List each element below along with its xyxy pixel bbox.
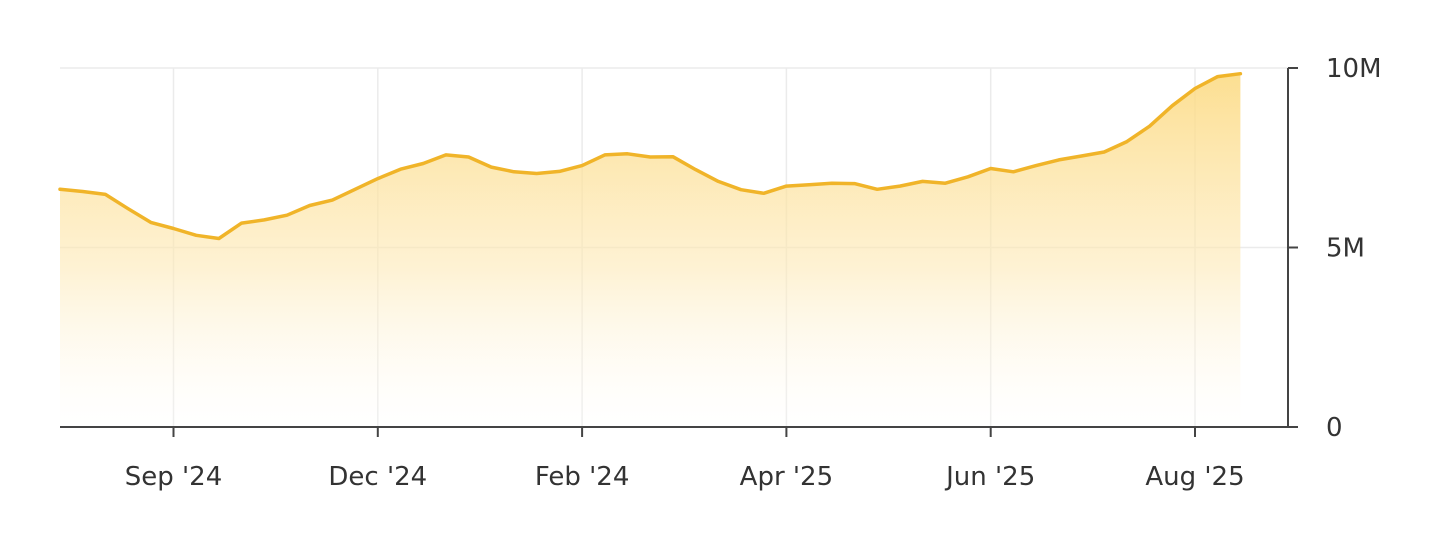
data-point (808, 183, 811, 186)
data-point (1057, 158, 1060, 161)
data-point (967, 175, 970, 178)
x-tick-label: Jun '25 (944, 462, 1035, 492)
data-point (1035, 164, 1038, 167)
x-tick-label: Apr '25 (740, 462, 833, 492)
data-point (535, 172, 538, 175)
data-point (649, 156, 652, 159)
data-point (740, 188, 743, 191)
x-axis-ticks: Sep '24 Dec '24 Feb '24 Apr '25 Jun '25 Aug '… (125, 427, 1245, 492)
data-point (1125, 140, 1128, 143)
data-point (354, 188, 357, 191)
data-point (513, 170, 516, 173)
data-point (944, 182, 947, 185)
data-point (422, 162, 425, 165)
data-point (989, 167, 992, 170)
data-point (376, 177, 379, 180)
data-point (1216, 75, 1219, 78)
series-line (58, 71, 1243, 241)
x-tick-label: Dec '24 (328, 462, 427, 492)
y-tick-label: 10M (1326, 54, 1382, 84)
data-point (1148, 125, 1151, 128)
data-point (581, 164, 584, 167)
data-point (149, 221, 152, 224)
data-point (1239, 72, 1242, 75)
y-tick-label: 0 (1326, 413, 1343, 443)
data-point (558, 170, 561, 173)
data-point (603, 153, 606, 156)
data-point (467, 156, 470, 159)
data-point (1194, 87, 1197, 90)
x-tick-label: Feb '24 (535, 462, 630, 492)
data-point (694, 168, 697, 171)
data-point (762, 192, 765, 195)
data-point (853, 182, 856, 185)
data-point (444, 153, 447, 156)
data-point (263, 218, 266, 221)
data-point (671, 155, 674, 158)
data-point (1012, 170, 1015, 173)
area-fill (60, 73, 1241, 427)
data-point (1080, 155, 1083, 158)
data-point (1171, 104, 1174, 107)
data-point (717, 180, 720, 183)
data-point (399, 168, 402, 171)
data-point (830, 182, 833, 185)
data-point (490, 166, 493, 169)
data-point (127, 207, 130, 210)
x-tick-label: Aug '25 (1145, 462, 1244, 492)
data-point (59, 188, 62, 191)
data-point (172, 227, 175, 230)
y-axis-ticks: 0 5M 10M (1288, 54, 1382, 443)
data-point (286, 214, 289, 217)
data-point (308, 204, 311, 207)
data-point (898, 185, 901, 188)
data-point (81, 190, 84, 193)
x-tick-label: Sep '24 (125, 462, 223, 492)
data-point (626, 152, 629, 155)
data-point (785, 185, 788, 188)
y-tick-label: 5M (1326, 234, 1365, 264)
data-point (876, 188, 879, 191)
data-point (1103, 151, 1106, 154)
data-point (240, 222, 243, 225)
data-point (195, 234, 198, 237)
data-point (104, 193, 107, 196)
data-point (217, 237, 220, 240)
data-point (921, 180, 924, 183)
data-point (331, 199, 334, 202)
